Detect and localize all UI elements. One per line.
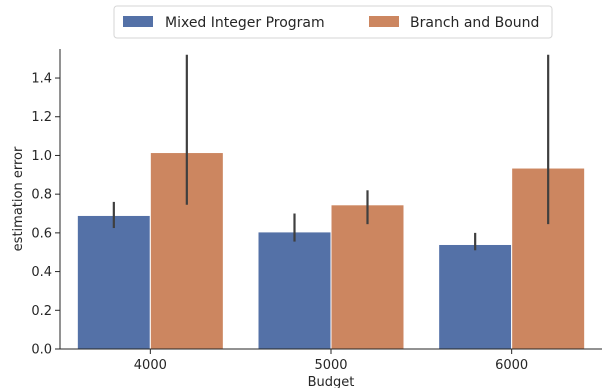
y-tick-label: 1.4 [31,72,52,87]
legend-swatch-bnb [369,16,399,27]
y-tick-label: 0.0 [31,343,52,358]
x-tick-label: 6000 [495,358,528,373]
legend: Mixed Integer Program Branch and Bound [113,5,553,39]
bar-mip-4000 [76,214,151,350]
y-tick-label: 0.6 [31,226,52,241]
bars [76,152,586,350]
x-tick-label: 4000 [134,358,167,373]
bar-bnb-5000 [330,204,405,350]
y-tick-label: 1.2 [31,110,52,125]
y-tick-label: 0.4 [31,265,52,280]
legend-swatch-mip [123,16,153,27]
y-tick-label: 0.2 [31,304,52,319]
legend-label-bnb: Branch and Bound [410,15,539,31]
y-tick-label: 0.8 [31,188,52,203]
x-axis-label: Budget [308,375,355,388]
legend-label-mip: Mixed Integer Program [165,15,325,31]
bar-mip-5000 [257,231,332,350]
x-tick-label: 5000 [314,358,347,373]
y-tick-label: 1.0 [31,149,52,164]
axes: 0.0 0.2 0.4 0.6 0.8 1.0 1.2 1.4 4000 5000 6000 [31,49,602,373]
y-axis-label: estimation error [11,146,26,251]
error-bars [112,54,550,251]
bar-mip-6000 [438,243,513,350]
legend-frame [113,5,553,39]
